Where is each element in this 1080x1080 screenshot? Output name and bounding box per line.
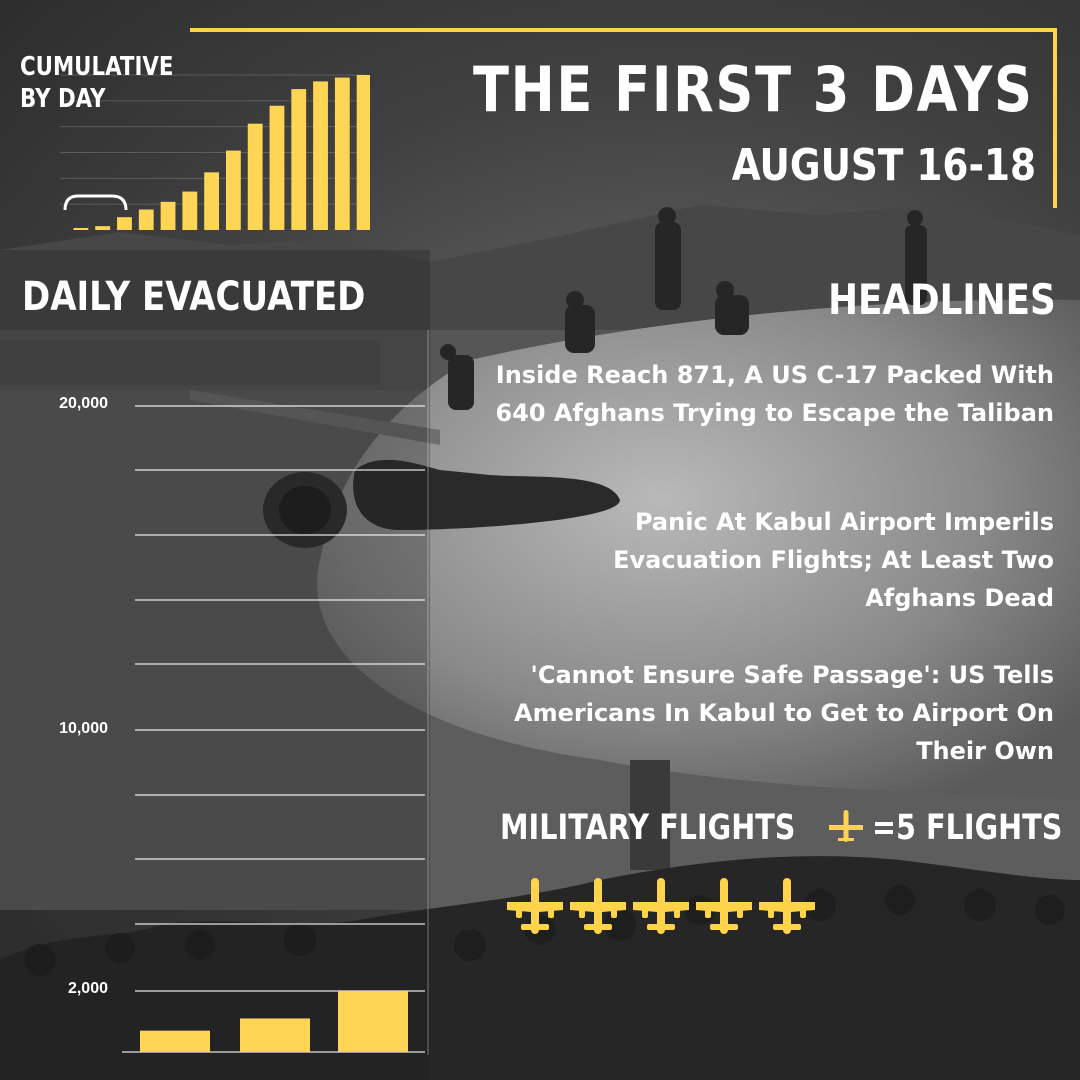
daily-evacuated-label: DAILY EVACUATED — [22, 274, 366, 320]
daily-bar — [338, 991, 408, 1052]
cumulative-bar — [138, 209, 154, 230]
cumulative-bar — [204, 172, 220, 230]
title-frame — [190, 28, 1057, 208]
cumulative-chart — [60, 74, 370, 230]
military-plane-icon — [570, 878, 626, 934]
flights-legend-text: =5 FLIGHTS — [872, 808, 1063, 848]
cumulative-label-line1: CUMULATIVE — [20, 52, 174, 82]
cumulative-bar — [247, 123, 263, 230]
military-plane-icon — [759, 878, 815, 934]
cumulative-bar — [117, 217, 132, 230]
page-subtitle: AUGUST 16-18 — [731, 140, 1036, 191]
cumulative-bar — [291, 89, 307, 230]
cumulative-bar — [334, 77, 350, 230]
headline-1: Inside Reach 871, A US C-17 Packed With … — [495, 361, 1054, 427]
first-three-days-bracket — [63, 194, 128, 211]
cumulative-label-line2: BY DAY — [20, 84, 106, 114]
military-plane-icon — [633, 878, 689, 934]
cumulative-bar — [73, 228, 89, 230]
headline-3: 'Cannot Ensure Safe Passage': US Tells A… — [514, 661, 1054, 765]
y-tick-label: 20,000 — [59, 395, 108, 412]
daily-chart — [122, 330, 429, 1055]
daily-bar — [240, 1018, 310, 1052]
military-plane-icon — [696, 878, 752, 934]
military-plane-icon — [507, 878, 563, 934]
cumulative-bar — [160, 201, 176, 230]
plane-row — [505, 876, 835, 938]
headline-2: Panic At Kabul Airport Imperils Evacuati… — [613, 508, 1054, 612]
cumulative-bar — [225, 150, 241, 230]
page-title: THE FIRST 3 DAYS — [473, 53, 1034, 126]
headlines-label: HEADLINES — [828, 275, 1056, 324]
cumulative-bar — [313, 81, 328, 230]
cumulative-bar — [182, 191, 198, 230]
cumulative-bar — [356, 75, 370, 230]
military-flights-label: MILITARY FLIGHTS — [500, 808, 796, 848]
y-tick-label: 2,000 — [67, 980, 108, 997]
legend-plane-icon — [829, 810, 863, 842]
y-tick-label: 10,000 — [59, 720, 108, 737]
daily-bar — [140, 1030, 210, 1052]
cumulative-bar — [269, 105, 285, 230]
cumulative-bar — [95, 226, 111, 230]
